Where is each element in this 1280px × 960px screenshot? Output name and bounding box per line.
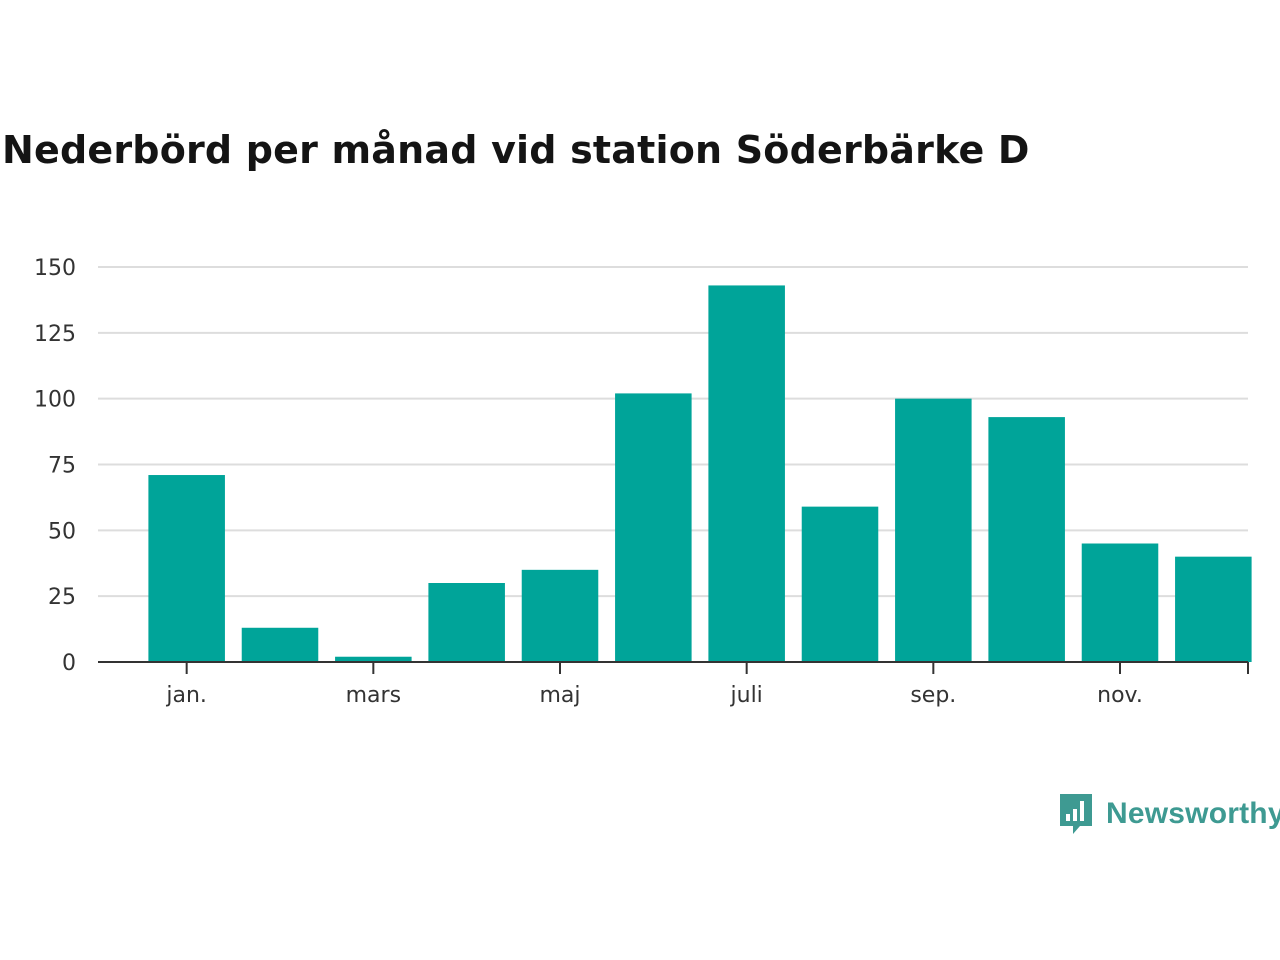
chart-title: Nederbörd per månad vid station Söderbär…	[2, 128, 1030, 172]
x-tick-label: maj	[539, 683, 580, 708]
x-tick-label: sep.	[910, 683, 956, 708]
newsworthy-logo[interactable]: Newsworthy	[1058, 792, 1280, 836]
x-tick-label: mars	[346, 683, 401, 708]
bar-1[interactable]	[148, 475, 225, 662]
brand-name: Newsworthy	[1106, 797, 1280, 830]
bar-3[interactable]	[335, 656, 412, 662]
x-tick-label: jan.	[165, 683, 207, 708]
x-tick-label: nov.	[1097, 683, 1143, 708]
y-tick-label: 125	[34, 322, 76, 347]
y-tick-label: 100	[34, 388, 76, 413]
bar-9[interactable]	[895, 398, 972, 662]
bar-6[interactable]	[615, 393, 692, 662]
y-tick-label: 75	[48, 454, 76, 479]
bar-10[interactable]	[988, 417, 1065, 662]
bar-4[interactable]	[428, 583, 505, 662]
bars	[148, 285, 1252, 663]
bar-5[interactable]	[521, 569, 599, 662]
y-tick-label: 25	[48, 585, 76, 610]
y-tick-label: 0	[62, 651, 76, 676]
bar-7[interactable]	[708, 285, 785, 662]
x-tick-label: juli	[730, 683, 763, 708]
newsworthy-logo-icon	[1060, 794, 1092, 834]
y-tick-label: 50	[48, 519, 76, 544]
bar-11[interactable]	[1081, 543, 1159, 663]
axes: 0 25 50 75 100 125 150 jan. mars maj juli sep. nov.	[34, 256, 1249, 708]
y-tick-label: 150	[34, 256, 76, 281]
bar-2[interactable]	[241, 627, 319, 662]
bar-12[interactable]	[1175, 556, 1252, 662]
bar-8[interactable]	[801, 506, 879, 662]
